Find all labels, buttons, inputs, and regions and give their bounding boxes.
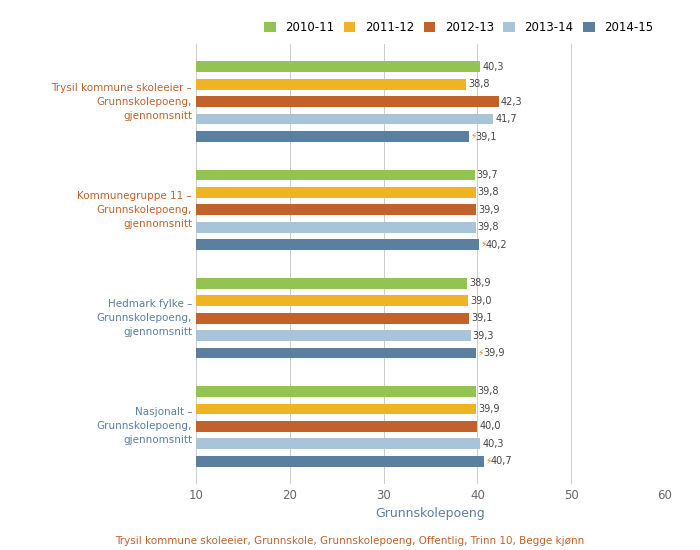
Text: ⚡: ⚡	[470, 132, 476, 141]
Bar	[196, 205, 477, 215]
Text: 40,7: 40,7	[491, 456, 512, 466]
Bar	[196, 456, 484, 467]
Text: Trysil kommune skoleeier –
Grunnskolepoeng,
gjennomsnitt: Trysil kommune skoleeier – Grunnskolepoe…	[51, 82, 192, 120]
Text: 40,0: 40,0	[480, 421, 500, 431]
Bar	[196, 187, 475, 198]
Text: 39,1: 39,1	[475, 131, 497, 141]
Text: 39,9: 39,9	[478, 404, 500, 414]
Bar	[196, 404, 477, 414]
Text: 39,3: 39,3	[473, 331, 494, 340]
Bar	[196, 114, 494, 124]
Text: 39,9: 39,9	[478, 205, 500, 215]
Bar	[196, 96, 499, 107]
Text: 38,8: 38,8	[468, 79, 489, 89]
Text: 40,2: 40,2	[486, 240, 508, 250]
Text: Hedmark fylke –
Grunnskolepoeng,
gjennomsnitt: Hedmark fylke – Grunnskolepoeng, gjennom…	[97, 299, 192, 337]
Text: 39,1: 39,1	[471, 313, 492, 323]
Bar	[196, 239, 480, 250]
Text: 42,3: 42,3	[501, 97, 522, 107]
Bar	[196, 79, 466, 90]
Text: ⚡: ⚡	[480, 240, 486, 249]
Text: 39,8: 39,8	[477, 188, 499, 197]
Text: 38,9: 38,9	[469, 278, 491, 288]
Text: 39,0: 39,0	[470, 296, 491, 306]
Text: Kommunegruppe 11 –
Grunnskolepoeng,
gjennomsnitt: Kommunegruppe 11 – Grunnskolepoeng, gjen…	[78, 191, 193, 229]
Bar	[196, 295, 468, 306]
X-axis label: Grunnskolepoeng: Grunnskolepoeng	[376, 508, 485, 520]
Bar	[196, 438, 480, 449]
Bar	[196, 386, 475, 397]
Bar	[196, 278, 467, 289]
Text: 39,9: 39,9	[483, 348, 505, 358]
Bar	[196, 330, 471, 341]
Text: Nasjonalt –
Grunnskolepoeng,
gjennomsnitt: Nasjonalt – Grunnskolepoeng, gjennomsnit…	[97, 408, 192, 446]
Bar	[196, 313, 469, 323]
Text: ⚡: ⚡	[477, 349, 484, 358]
Bar	[196, 61, 480, 72]
Legend: 2010-11, 2011-12, 2012-13, 2013-14, 2014-15: 2010-11, 2011-12, 2012-13, 2013-14, 2014…	[264, 21, 654, 34]
Bar	[196, 222, 475, 233]
Bar	[196, 169, 475, 180]
Bar	[196, 348, 477, 359]
Text: 41,7: 41,7	[495, 114, 517, 124]
Text: 39,8: 39,8	[477, 387, 499, 397]
Text: 40,3: 40,3	[482, 439, 503, 449]
Text: ⚡: ⚡	[485, 457, 491, 466]
Bar	[196, 421, 477, 432]
Text: 39,8: 39,8	[477, 222, 499, 232]
Text: 40,3: 40,3	[482, 62, 503, 72]
Bar	[196, 131, 469, 142]
Text: 39,7: 39,7	[477, 170, 498, 180]
Text: Trysil kommune skoleeier, Grunnskole, Grunnskolepoeng, Offentlig, Trinn 10, Begg: Trysil kommune skoleeier, Grunnskole, Gr…	[116, 536, 584, 547]
